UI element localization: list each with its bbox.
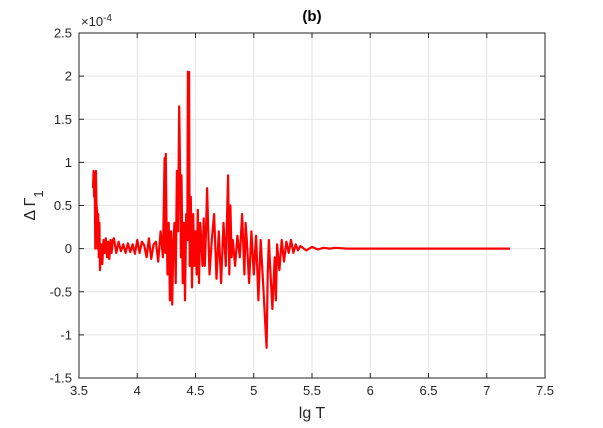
y-tick-label: 1.5 xyxy=(54,112,72,127)
y-tick-label: 2 xyxy=(65,69,72,84)
x-tick-label: 5 xyxy=(250,383,257,398)
x-tick-label: 4.5 xyxy=(186,383,204,398)
y-axis-label-main: Δ Γ xyxy=(22,197,39,220)
tick-labels: 3.5 4 4.5 5 5.5 6 6.5 7 7.5 -1.5 -1 -0.5 0 0.5 1 1.5 2 2.… xyxy=(50,26,554,399)
y-axis-label-subscript: 1 xyxy=(31,190,46,197)
chart-title: (b) xyxy=(302,8,321,25)
exponent-label: ×10-4 xyxy=(81,13,112,30)
y-tick-label: 2.5 xyxy=(54,26,72,41)
x-tick-label: 4 xyxy=(134,383,141,398)
y-tick-label: -1.5 xyxy=(50,371,72,386)
ticks xyxy=(78,32,546,379)
series xyxy=(91,70,511,349)
y-axis-label: Δ Γ1 xyxy=(22,190,46,220)
series-line xyxy=(91,70,511,349)
exponent-base: ×10 xyxy=(81,14,103,29)
x-tick-label: 6.5 xyxy=(419,383,437,398)
x-axis-label: lg T xyxy=(299,405,326,422)
y-tick-label: 0.5 xyxy=(54,198,72,213)
x-tick-label: 7.5 xyxy=(536,383,554,398)
x-tick-label: 5.5 xyxy=(303,383,321,398)
x-tick-label: 3.5 xyxy=(70,383,88,398)
y-tick-label: 1 xyxy=(65,155,72,170)
x-tick-label: 6 xyxy=(367,383,374,398)
y-tick-label: 0 xyxy=(65,241,72,256)
y-tick-label: -1 xyxy=(60,327,72,342)
x-tick-label: 7 xyxy=(483,383,490,398)
exponent-power: -4 xyxy=(103,13,112,24)
y-tick-label: -0.5 xyxy=(50,284,72,299)
